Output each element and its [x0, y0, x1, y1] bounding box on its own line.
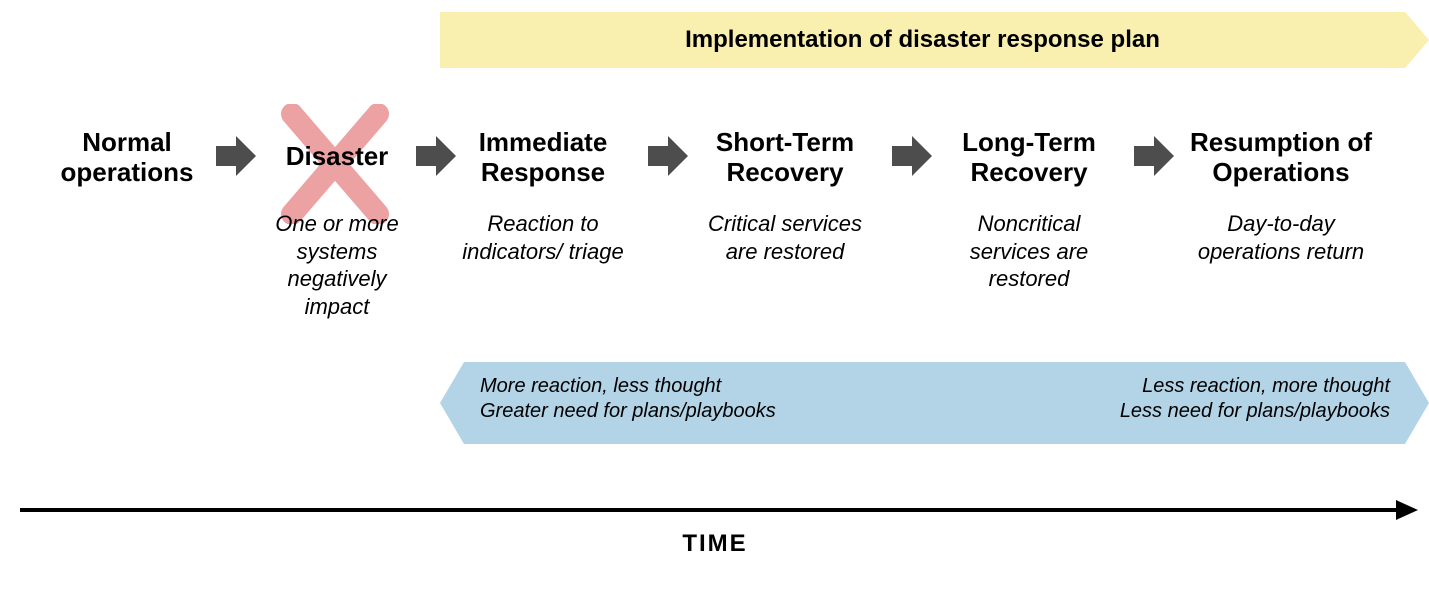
time-axis: [0, 0, 1429, 560]
time-axis-label: TIME: [660, 530, 770, 558]
